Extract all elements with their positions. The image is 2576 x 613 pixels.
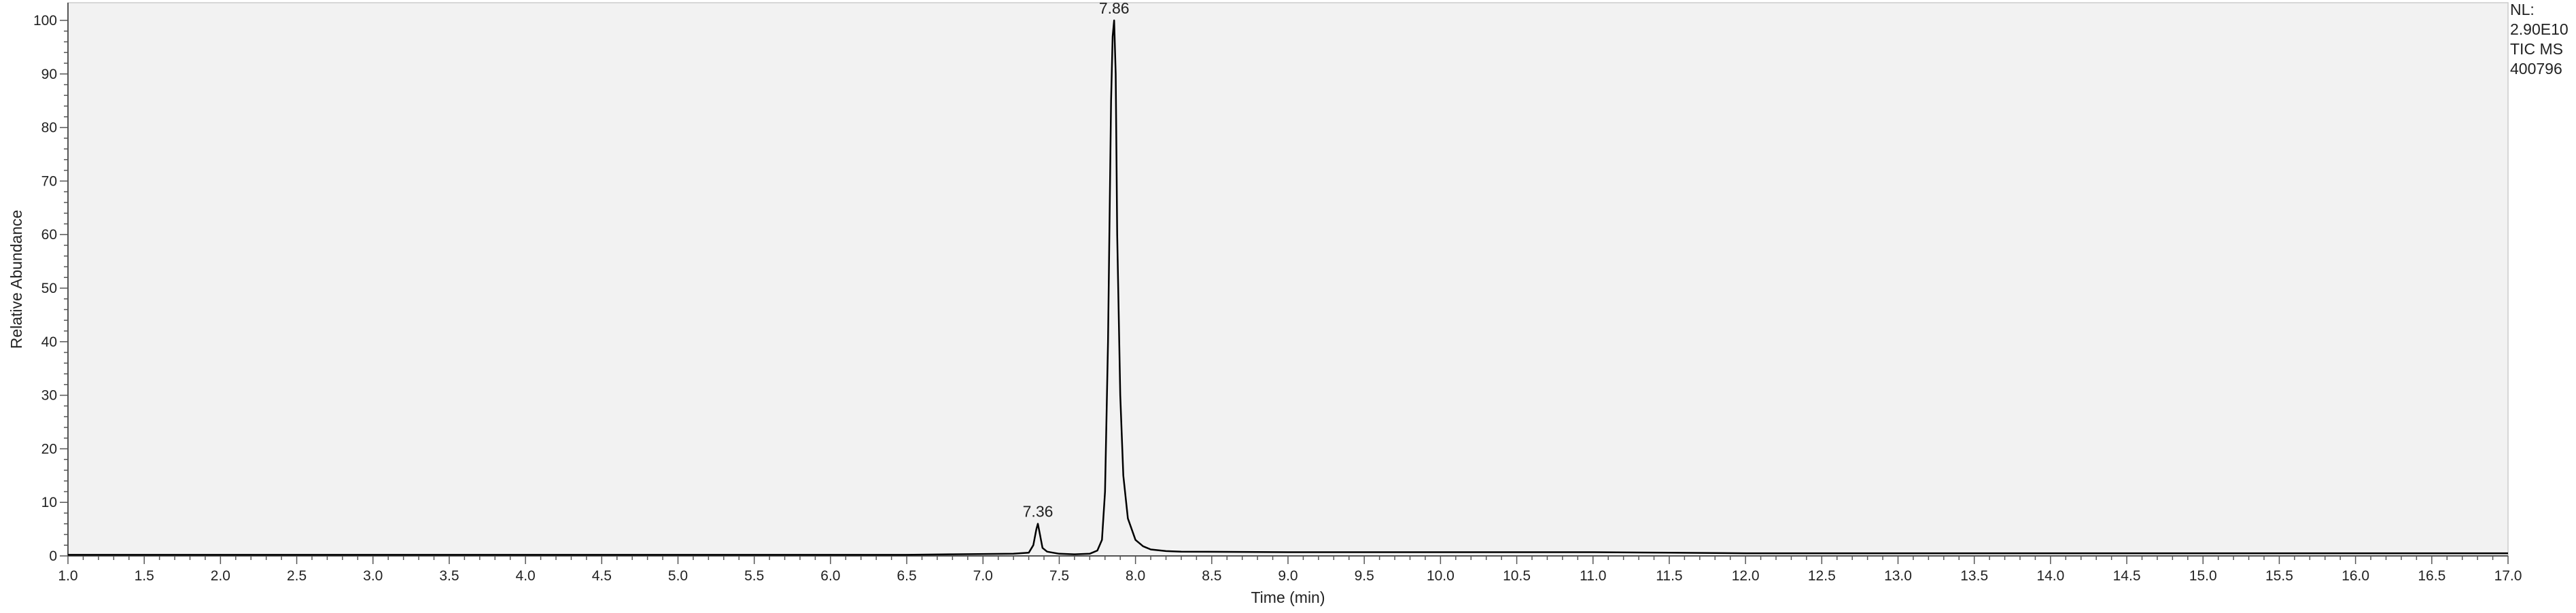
x-tick-label: 7.0 xyxy=(973,568,993,584)
x-tick-label: 10.5 xyxy=(1503,568,1531,584)
x-tick-label: 13.5 xyxy=(1960,568,1988,584)
x-tick-label: 4.0 xyxy=(516,568,536,584)
x-tick-label: 17.0 xyxy=(2494,568,2522,584)
y-tick-label: 40 xyxy=(41,334,57,350)
plot-area xyxy=(67,2,2509,557)
info-line: NL: xyxy=(2510,1,2535,18)
info-block: NL: 2.90E10 TIC MS 400796 xyxy=(2510,1,2569,77)
x-tick-label: 6.0 xyxy=(820,568,840,584)
peak-label: 7.86 xyxy=(1099,0,1130,17)
y-axis-title: Relative Abundance xyxy=(7,210,25,349)
x-tick-label: 16.5 xyxy=(2418,568,2446,584)
x-tick-label: 2.0 xyxy=(211,568,230,584)
x-tick-label: 13.0 xyxy=(1884,568,1912,584)
x-tick-label: 2.5 xyxy=(287,568,307,584)
y-tick-label: 70 xyxy=(41,173,57,189)
x-tick-label: 14.0 xyxy=(2036,568,2064,584)
y-tick-label: 100 xyxy=(33,13,57,29)
x-tick-label: 3.0 xyxy=(363,568,383,584)
x-tick-label: 7.5 xyxy=(1049,568,1069,584)
y-tick-label: 50 xyxy=(41,281,57,296)
x-tick-label: 3.5 xyxy=(439,568,459,584)
x-axis-title: Time (min) xyxy=(1251,589,1325,606)
x-tick-label: 1.0 xyxy=(58,568,77,584)
info-line: 400796 xyxy=(2510,60,2562,77)
x-tick-label: 8.0 xyxy=(1126,568,1145,584)
x-tick-label: 14.5 xyxy=(2113,568,2141,584)
y-tick-label: 90 xyxy=(41,67,57,82)
info-line: TIC MS xyxy=(2510,40,2563,58)
x-tick-label: 10.0 xyxy=(1427,568,1455,584)
peak-labels: 7.36 7.86 xyxy=(1023,0,1130,521)
x-tick-label: 6.5 xyxy=(897,568,916,584)
x-tick-label: 12.0 xyxy=(1732,568,1760,584)
y-tick-label: 80 xyxy=(41,120,57,136)
x-tick-label: 16.0 xyxy=(2342,568,2369,584)
peak-label: 7.36 xyxy=(1023,503,1054,521)
x-tick-label: 9.0 xyxy=(1278,568,1298,584)
x-tick-label: 4.5 xyxy=(592,568,612,584)
y-tick-label: 0 xyxy=(49,548,57,564)
x-tick-label: 5.5 xyxy=(744,568,764,584)
x-tick-label: 8.5 xyxy=(1202,568,1221,584)
info-line: 2.90E10 xyxy=(2510,20,2569,38)
y-tick-label: 30 xyxy=(41,388,57,404)
x-tick-label: 11.5 xyxy=(1656,568,1682,584)
x-tick-label: 15.5 xyxy=(2265,568,2293,584)
x-axis: 1.0 1.5 2.0 2.5 3.0 3.5 4.0 4.5 5.0 5.5 6.0 6.5 7.0 7… xyxy=(58,555,2522,584)
y-axis: 0 10 20 30 40 50 60 70 80 90 100 xyxy=(33,3,69,564)
y-tick-label: 10 xyxy=(41,495,57,510)
x-tick-label: 11.0 xyxy=(1580,568,1606,584)
x-tick-label: 9.5 xyxy=(1355,568,1374,584)
x-tick-label: 5.0 xyxy=(668,568,688,584)
tic-trace xyxy=(68,19,2508,556)
x-tick-label: 15.0 xyxy=(2189,568,2217,584)
y-tick-label: 60 xyxy=(41,227,57,243)
x-tick-label: 1.5 xyxy=(135,568,154,584)
y-tick-label: 20 xyxy=(41,441,57,457)
x-tick-label: 12.5 xyxy=(1808,568,1836,584)
